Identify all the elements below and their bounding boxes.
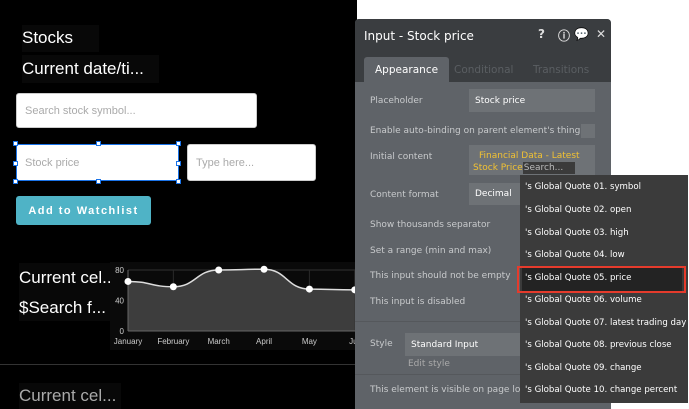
area-fill: [128, 269, 355, 331]
thousands-label: Show thousands separator: [370, 220, 491, 230]
not-empty-label: This input should not be empty: [370, 271, 511, 281]
expression-search-input[interactable]: Search...: [522, 162, 575, 174]
current-cell-text-2[interactable]: Current cel...: [19, 383, 121, 409]
resize-handle[interactable]: [13, 141, 18, 146]
visible-on-load-label: This element is visible on page load: [370, 385, 532, 395]
x-tick-label: Jur: [349, 337, 357, 346]
initial-content-label: Initial content: [370, 152, 433, 162]
dropdown-option[interactable]: 's Global Quote 06. volume: [525, 295, 642, 305]
page-canvas: Stocks Current date/ti... Search stock s…: [0, 0, 357, 409]
divider: [355, 374, 611, 375]
dropdown-option[interactable]: 's Global Quote 01. symbol: [525, 182, 642, 192]
disabled-label: This input is disabled: [370, 297, 466, 307]
dynamic-expression: Financial Data - Latest: [479, 151, 580, 161]
current-cell-label: Current cel...: [19, 268, 117, 287]
x-tick-label: April: [256, 337, 272, 346]
dropdown-option[interactable]: 's Global Quote 09. change: [525, 363, 642, 373]
autobind-label: Enable auto-binding on parent element's …: [370, 126, 581, 136]
data-point: [305, 285, 313, 293]
x-tick-label: March: [208, 337, 230, 346]
placeholder-label: Placeholder: [370, 96, 423, 106]
current-date-text[interactable]: Current date/ti...: [22, 55, 159, 83]
series-line: [127, 268, 355, 291]
resize-handle[interactable]: [96, 141, 101, 146]
divider: [0, 364, 357, 365]
data-point: [169, 283, 177, 291]
info-icon[interactable]: ⓘ: [558, 29, 571, 43]
dynamic-expression-2: Stock Price: [473, 163, 523, 173]
y-tick-label: 0: [120, 327, 125, 336]
divider: [355, 321, 611, 322]
dropdown-option[interactable]: 's Global Quote 10. change percent: [525, 385, 678, 395]
add-to-watchlist-button[interactable]: Add to Watchlist: [16, 196, 151, 225]
comment-icon[interactable]: 💬: [574, 27, 589, 41]
help-icon[interactable]: ?: [538, 27, 545, 41]
dropdown-option[interactable]: 's Global Quote 04. low: [525, 250, 625, 260]
autobind-checkbox[interactable]: [581, 124, 595, 138]
line-chart[interactable]: 0 40 80 January February March April May Jur: [110, 262, 357, 350]
edit-style-link[interactable]: Edit style: [408, 359, 450, 369]
tab-appearance[interactable]: Appearance: [364, 57, 450, 82]
selected-option-bg: [522, 268, 682, 291]
initial-content-field[interactable]: Financial Data - Latest Stock PriceSearc…: [469, 145, 595, 175]
data-point: [215, 266, 223, 274]
resize-handle[interactable]: [96, 179, 101, 184]
x-tick-label: January: [114, 337, 142, 346]
search-stock-input[interactable]: Search stock symbol...: [16, 93, 257, 128]
resize-handle[interactable]: [13, 161, 18, 166]
search-field-label: $Search f...: [19, 298, 106, 317]
x-tick-label: February: [157, 337, 189, 346]
dropdown-option[interactable]: 's Global Quote 07. latest trading day: [525, 318, 687, 328]
data-point: [124, 277, 132, 285]
current-cell-text[interactable]: Current cel... $Search f...: [19, 263, 119, 321]
dropdown-option[interactable]: 's Global Quote 08. previous close: [525, 340, 672, 350]
y-tick-label: 80: [115, 266, 124, 275]
data-point: [260, 265, 268, 273]
resize-handle[interactable]: [176, 161, 181, 166]
placeholder-field[interactable]: Stock price: [469, 89, 595, 112]
style-label: Style: [370, 339, 393, 349]
content-format-label: Content format: [370, 190, 439, 200]
dropdown-option[interactable]: 's Global Quote 02. open: [525, 205, 632, 215]
panel-header: Input - Stock price ? ⓘ 💬 ✕: [355, 19, 611, 52]
resize-handle[interactable]: [13, 179, 18, 184]
tab-transitions[interactable]: Transitions: [533, 63, 590, 76]
panel-title: Input - Stock price: [364, 28, 474, 43]
resize-handle[interactable]: [176, 141, 181, 146]
resize-handle[interactable]: [176, 179, 181, 184]
stock-price-input[interactable]: Stock price: [16, 144, 179, 181]
stocks-title[interactable]: Stocks: [22, 25, 99, 52]
tab-conditional[interactable]: Conditional: [454, 63, 514, 76]
range-label: Set a range (min and max): [370, 246, 492, 256]
highlight-box: [517, 266, 686, 293]
type-here-input[interactable]: Type here...: [187, 144, 316, 181]
x-tick-label: May: [302, 337, 317, 346]
dropdown-option[interactable]: 's Global Quote 03. high: [525, 228, 629, 238]
dropdown-option[interactable]: 's Global Quote 05. price: [525, 273, 632, 283]
y-tick-label: 40: [115, 297, 124, 306]
close-icon[interactable]: ✕: [596, 27, 607, 41]
